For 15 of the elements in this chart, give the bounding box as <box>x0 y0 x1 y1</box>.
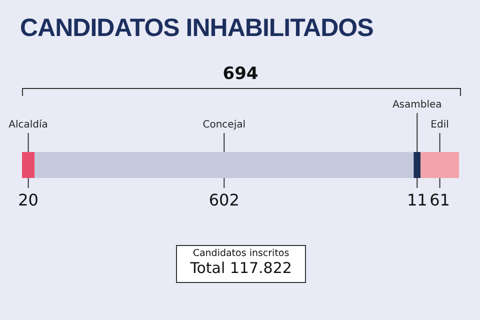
bar <box>22 152 35 178</box>
text: Concejal <box>202 120 246 130</box>
data-label: 11 <box>406 190 428 210</box>
bar <box>414 152 421 178</box>
data-label: 61 <box>430 190 450 210</box>
text: Edil <box>430 120 449 130</box>
callout-box: Candidatos inscritos Total 117.822 <box>176 245 306 283</box>
data-label: 602 <box>208 190 240 210</box>
chart-title: CANDIDATOS INHABILITADOS <box>20 14 374 43</box>
text: Alcaldía <box>8 120 48 130</box>
bar <box>420 152 459 178</box>
text: Asamblea <box>392 100 442 110</box>
bar <box>34 152 414 178</box>
text: 694 <box>222 64 258 84</box>
data-label: 20 <box>18 190 38 210</box>
